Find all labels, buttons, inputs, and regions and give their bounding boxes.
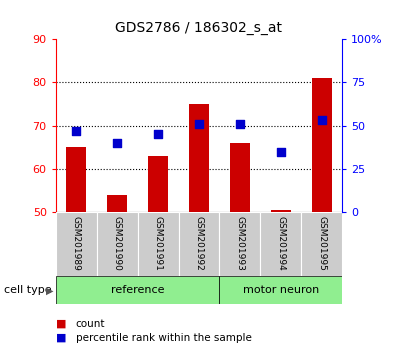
Text: ▶: ▶ xyxy=(46,285,53,295)
Text: cell type: cell type xyxy=(4,285,52,295)
Bar xyxy=(66,147,86,212)
Bar xyxy=(271,210,291,212)
Text: ■: ■ xyxy=(56,333,66,343)
Title: GDS2786 / 186302_s_at: GDS2786 / 186302_s_at xyxy=(115,21,283,35)
Point xyxy=(114,140,120,146)
Point xyxy=(237,121,243,127)
Text: percentile rank within the sample: percentile rank within the sample xyxy=(76,333,252,343)
Text: reference: reference xyxy=(111,285,164,295)
Bar xyxy=(189,104,209,212)
Bar xyxy=(138,212,179,276)
Point xyxy=(155,132,161,137)
Bar xyxy=(312,78,332,212)
Bar xyxy=(97,212,138,276)
Bar xyxy=(230,143,250,212)
Bar xyxy=(56,276,219,304)
Text: motor neuron: motor neuron xyxy=(243,285,319,295)
Bar xyxy=(301,212,342,276)
Bar xyxy=(219,276,342,304)
Point xyxy=(73,128,79,134)
Bar xyxy=(107,195,127,212)
Point xyxy=(319,118,325,123)
Point xyxy=(278,149,284,155)
Text: GSM201992: GSM201992 xyxy=(195,216,203,270)
Text: GSM201991: GSM201991 xyxy=(154,216,162,270)
Bar xyxy=(148,156,168,212)
Text: GSM201989: GSM201989 xyxy=(72,216,81,270)
Text: GSM201994: GSM201994 xyxy=(276,216,285,270)
Text: count: count xyxy=(76,319,105,329)
Bar xyxy=(179,212,219,276)
Point xyxy=(196,121,202,127)
Bar xyxy=(56,212,97,276)
Text: GSM201995: GSM201995 xyxy=(317,216,326,270)
Bar xyxy=(260,212,301,276)
Bar xyxy=(219,212,260,276)
Text: GSM201993: GSM201993 xyxy=(236,216,244,270)
Text: GSM201990: GSM201990 xyxy=(113,216,122,270)
Text: ■: ■ xyxy=(56,319,66,329)
